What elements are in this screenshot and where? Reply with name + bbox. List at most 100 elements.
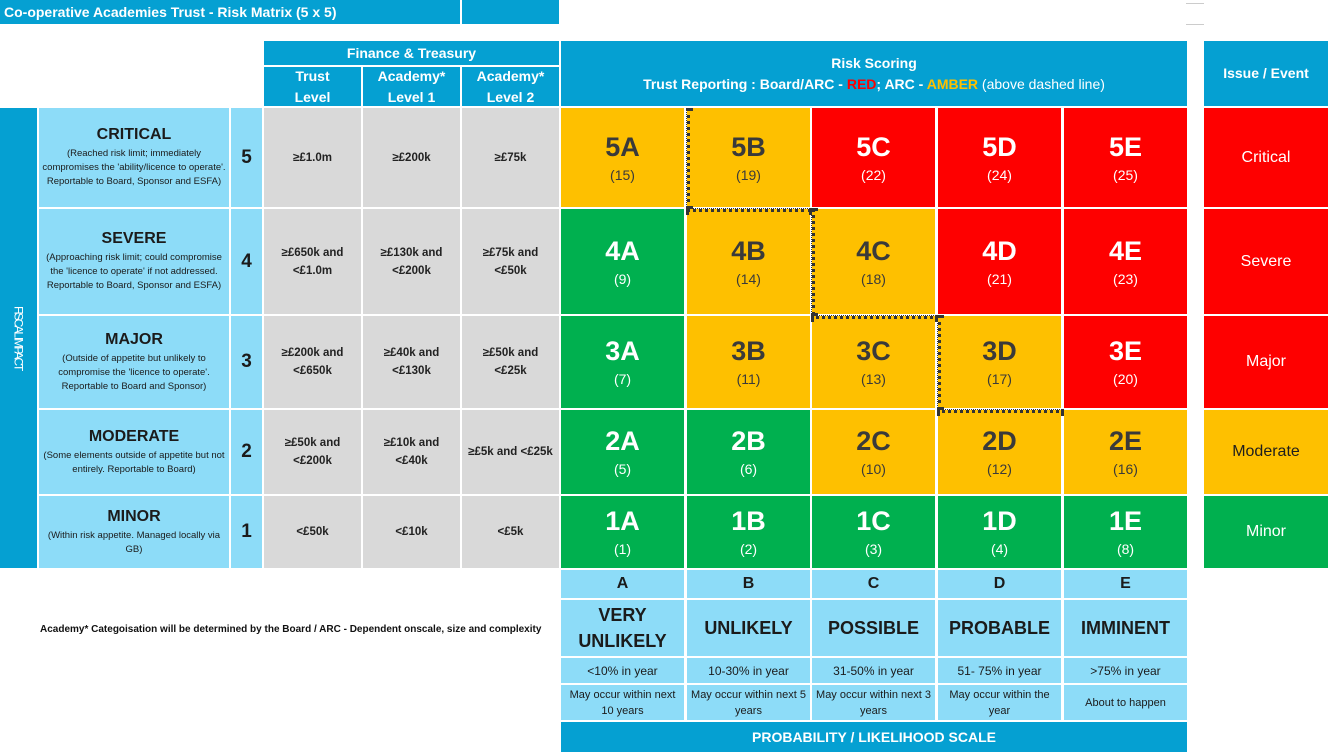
risk-score: (2) xyxy=(739,541,758,557)
fiscal-impact-label: FISCAL IMPACT xyxy=(11,306,26,370)
risk-code: 3C xyxy=(856,336,891,366)
risk-code: 5D xyxy=(982,131,1017,162)
risk-score: (17) xyxy=(987,371,1012,387)
issue-event-cell: Minor xyxy=(1204,496,1328,568)
likelihood-timeframe: May occur within next 10 years xyxy=(561,685,684,720)
risk-score: (5) xyxy=(613,461,632,477)
risk-cell: 1E (8) xyxy=(1064,496,1187,568)
risk-cell: 1B (2) xyxy=(687,496,810,568)
risk-code: 3D xyxy=(982,336,1017,366)
risk-score: (12) xyxy=(987,461,1012,477)
likelihood-percentage: <10% in year xyxy=(561,658,684,683)
issue-event-header: Issue / Event xyxy=(1204,41,1328,106)
risk-score: (19) xyxy=(736,166,761,183)
risk-cell: 2E (16) xyxy=(1064,410,1187,494)
risk-code: 4E xyxy=(1108,235,1143,266)
risk-score: (23) xyxy=(1113,270,1138,287)
matrix-title: Co-operative Academies Trust - Risk Matr… xyxy=(0,0,460,24)
divider-line xyxy=(1186,24,1204,25)
academy-level2-line1: Academy* xyxy=(476,67,545,84)
likelihood-letter: C xyxy=(812,570,935,598)
severity-cell: MINOR (Within risk appetite. Managed loca… xyxy=(39,496,229,568)
dashed-threshold-line xyxy=(937,315,941,410)
risk-code: 1A xyxy=(605,506,640,536)
academy-level2-value: ≥£75k and <£50k xyxy=(462,209,559,314)
reporting-note: Trust Reporting : Board/ARC - RED; ARC -… xyxy=(643,75,1105,92)
dashed-threshold-line xyxy=(686,208,812,212)
academy-level2-value: ≥£75k xyxy=(462,108,559,207)
risk-code: 3B xyxy=(731,336,766,366)
likelihood-letter: E xyxy=(1064,570,1187,598)
likelihood-name: PROBABLE xyxy=(938,600,1061,656)
risk-cell: 2C (10) xyxy=(812,410,935,494)
risk-code: 1B xyxy=(731,506,766,536)
risk-cell: 4E (23) xyxy=(1064,209,1187,314)
likelihood-timeframe: May occur within next 3 years xyxy=(812,685,935,720)
issue-event-cell: Severe xyxy=(1204,209,1328,314)
probability-scale-label: PROBABILITY / LIKELIHOOD SCALE xyxy=(561,722,1187,752)
risk-score: (24) xyxy=(987,166,1012,183)
likelihood-timeframe: About to happen xyxy=(1064,685,1187,720)
trust-level-value: ≥£1.0m xyxy=(264,108,361,207)
risk-cell: 1A (1) xyxy=(561,496,684,568)
risk-score: (3) xyxy=(864,541,883,557)
academy-level1-value: <£10k xyxy=(363,496,460,568)
severity-description: (Some elements outside of appetite but n… xyxy=(43,449,225,475)
likelihood-letter: A xyxy=(561,570,684,598)
academy-level1-value: ≥£10k and <£40k xyxy=(363,410,460,494)
risk-cell: 4A (9) xyxy=(561,209,684,314)
risk-code: 5C xyxy=(856,131,891,162)
severity-number: 5 xyxy=(231,108,262,207)
risk-cell: 2B (6) xyxy=(687,410,810,494)
risk-cell: 1C (3) xyxy=(812,496,935,568)
risk-score: (20) xyxy=(1113,371,1138,387)
risk-cell: 2D (12) xyxy=(938,410,1061,494)
risk-code: 5B xyxy=(731,131,766,162)
risk-score: (22) xyxy=(861,166,886,183)
risk-cell: 5D (24) xyxy=(938,108,1061,207)
academy-level2-value: ≥£5k and <£25k xyxy=(462,410,559,494)
risk-code: 1E xyxy=(1108,506,1143,536)
likelihood-name: UNLIKELY xyxy=(687,600,810,656)
academy-level2-value: ≥£50k and <£25k xyxy=(462,316,559,408)
issue-event-cell: Critical xyxy=(1204,108,1328,207)
risk-cell: 4B (14) xyxy=(687,209,810,314)
likelihood-timeframe: May occur within the year xyxy=(938,685,1061,720)
risk-code: 2A xyxy=(605,426,640,456)
risk-code: 4D xyxy=(982,235,1017,266)
severity-number: 1 xyxy=(231,496,262,568)
severity-description: (Approaching risk limit; could compromis… xyxy=(46,252,222,291)
risk-code: 2D xyxy=(982,426,1017,456)
severity-description: (Within risk appetite. Managed locally v… xyxy=(47,529,221,555)
trust-level-header: Trust Level xyxy=(264,67,361,106)
likelihood-percentage: 31-50% in year xyxy=(812,658,935,683)
academy-level1-header: Academy* Level 1 xyxy=(363,67,460,106)
title-extension xyxy=(462,0,559,24)
academy-level2-value: <£5k xyxy=(462,496,559,568)
risk-score: (18) xyxy=(861,270,886,287)
risk-score: (9) xyxy=(613,270,632,287)
severity-name: MODERATE xyxy=(88,427,180,445)
risk-score: (13) xyxy=(861,371,886,387)
severity-name: CRITICAL xyxy=(96,126,172,143)
risk-cell: 2A (5) xyxy=(561,410,684,494)
risk-scoring-title: Risk Scoring xyxy=(831,54,917,71)
likelihood-percentage: 51- 75% in year xyxy=(938,658,1061,683)
severity-description: (Outside of appetite but unlikely to com… xyxy=(58,352,210,392)
risk-cell: 5E (25) xyxy=(1064,108,1187,207)
trust-level-line1: Trust xyxy=(295,67,330,84)
risk-cell: 5A (15) xyxy=(561,108,684,207)
likelihood-name: IMMINENT xyxy=(1064,600,1187,656)
dashed-threshold-line xyxy=(811,208,815,316)
risk-cell: 3E (20) xyxy=(1064,316,1187,408)
academy-level1-value: ≥£130k and <£200k xyxy=(363,209,460,314)
risk-cell: 3A (7) xyxy=(561,316,684,408)
risk-score: (6) xyxy=(739,461,758,477)
issue-event-cell: Moderate xyxy=(1204,410,1328,494)
risk-score: (14) xyxy=(736,270,761,287)
risk-score: (7) xyxy=(613,371,632,387)
risk-score: (8) xyxy=(1116,541,1135,557)
severity-cell: MAJOR (Outside of appetite but unlikely t… xyxy=(39,316,229,408)
risk-score: (15) xyxy=(610,166,635,183)
risk-cell: 4D (21) xyxy=(938,209,1061,314)
